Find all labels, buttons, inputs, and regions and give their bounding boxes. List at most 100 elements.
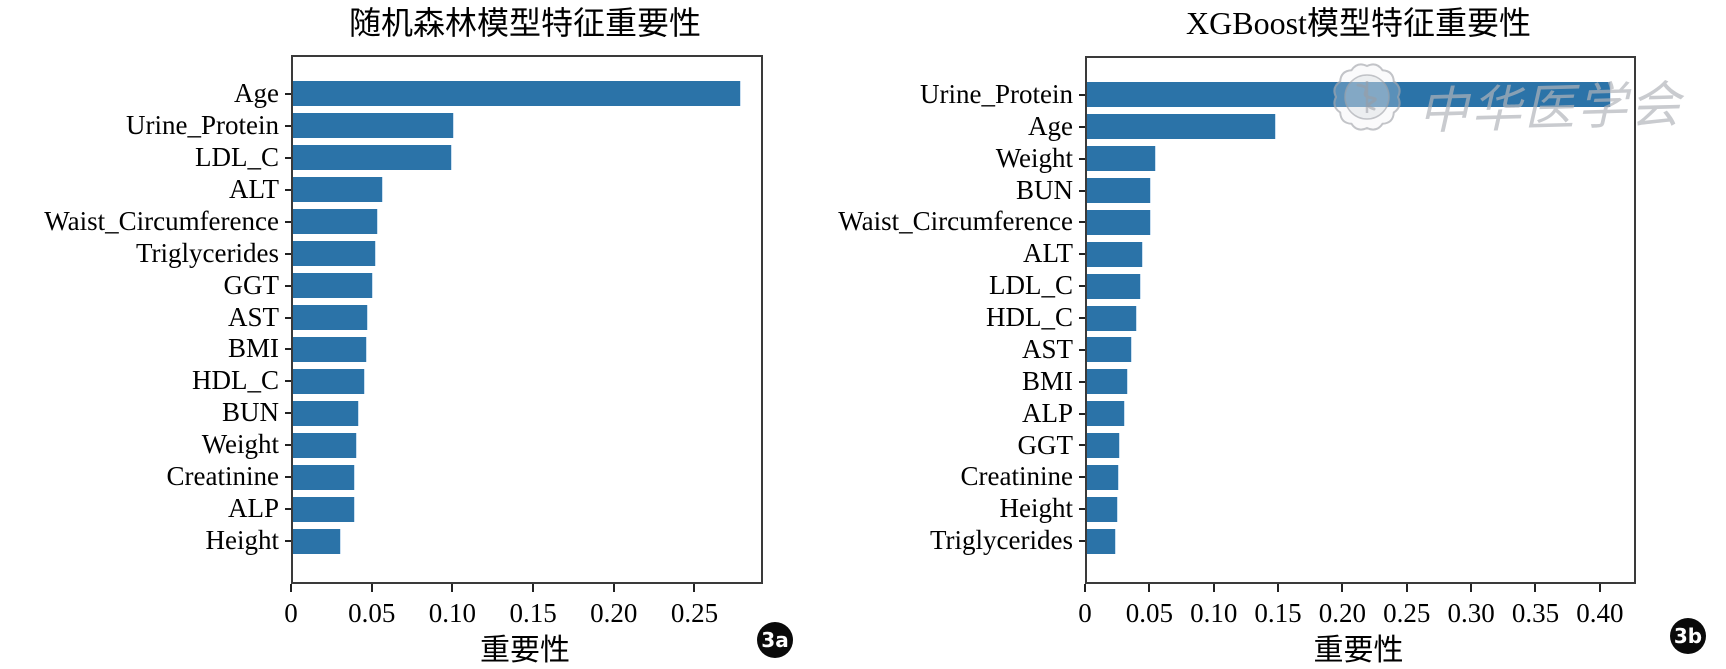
y-label-ggt: GGT [223, 269, 280, 300]
y-tick [1079, 157, 1085, 160]
y-tick [285, 156, 291, 159]
bar-ggt [1087, 432, 1120, 458]
y-label-weight: Weight [995, 142, 1073, 173]
chart-title: XGBoost模型特征重要性 [1186, 5, 1531, 41]
bar-waist_circumference [293, 209, 378, 235]
x-tick-label: 0.20 [1318, 598, 1367, 628]
bar-ldl_c [293, 145, 452, 171]
x-tick-label: 0.15 [509, 598, 557, 628]
bar-weight [293, 432, 357, 458]
x-tick [612, 584, 615, 592]
bar-alp [293, 496, 355, 522]
bar-height [293, 528, 341, 554]
y-label-bmi: BMI [227, 333, 279, 364]
y-tick [1079, 540, 1085, 543]
x-tick [1341, 584, 1344, 592]
y-tick [285, 412, 291, 415]
x-tick [1277, 584, 1280, 592]
y-label-age: Age [234, 78, 279, 108]
y-label-urine_protein: Urine_Protein [920, 79, 1073, 109]
bar-hdl_c [1087, 305, 1137, 331]
y-label-waist_circumference: Waist_Circumference [44, 205, 279, 236]
y-tick [1079, 221, 1085, 224]
y-tick [1079, 125, 1085, 128]
y-tick [285, 380, 291, 383]
y-label-bun: BUN [221, 397, 279, 428]
y-tick [285, 284, 291, 287]
x-tick-label: 0.40 [1576, 598, 1624, 628]
x-tick-label: 0.10 [1190, 598, 1238, 628]
bar-waist_circumference [1087, 209, 1151, 235]
x-tick [290, 584, 292, 592]
plot-area [291, 55, 763, 584]
y-tick [285, 316, 291, 319]
y-label-ldl_c: LDL_C [195, 141, 279, 172]
y-tick [285, 476, 291, 479]
y-label-creatinine: Creatinine [960, 461, 1073, 492]
y-label-age: Age [1028, 110, 1073, 141]
x-tick-label: 0.35 [1511, 598, 1560, 628]
y-tick [1079, 412, 1085, 415]
y-tick [285, 508, 291, 511]
bar-alp [1087, 401, 1125, 427]
y-label-triglycerides: Triglycerides [136, 237, 279, 268]
x-tick-label: 0.20 [590, 598, 638, 628]
y-tick [285, 188, 291, 191]
x-axis-title: 重要性 [480, 634, 570, 667]
x-tick-label: 0.05 [1125, 598, 1173, 628]
bar-age [1087, 114, 1276, 140]
bar-triglycerides [293, 241, 376, 267]
bar-bun [293, 400, 359, 426]
x-tick-label: 0.10 [428, 598, 476, 628]
x-tick-label: 0 [284, 598, 298, 628]
y-label-waist_circumference: Waist_Circumference [838, 206, 1073, 237]
y-tick [285, 252, 291, 255]
bar-ggt [293, 273, 373, 299]
y-label-height: Height [205, 525, 280, 556]
y-label-alp: ALP [227, 493, 279, 524]
x-tick [532, 584, 535, 592]
y-label-creatinine: Creatinine [166, 461, 279, 492]
y-tick [1079, 317, 1085, 319]
bar-creatinine [1087, 464, 1119, 490]
x-tick [693, 584, 696, 592]
y-tick [1079, 508, 1085, 511]
y-tick [285, 444, 291, 447]
bar-alt [1087, 241, 1143, 267]
y-label-weight: Weight [201, 429, 279, 460]
x-tick [451, 584, 454, 592]
y-label-bmi: BMI [1021, 365, 1073, 396]
y-tick [1079, 444, 1085, 447]
x-tick [370, 584, 373, 592]
bar-ast [1087, 337, 1132, 363]
bar-triglycerides [1087, 528, 1116, 554]
y-label-hdl_c: HDL_C [986, 302, 1073, 333]
chart-title: 随机森林模型特征重要性 [348, 5, 701, 41]
y-label-alp: ALP [1021, 397, 1073, 428]
bar-urine_protein [1087, 82, 1611, 108]
bar-weight [1087, 146, 1156, 172]
x-tick [1470, 584, 1473, 592]
bar-urine_protein [293, 113, 454, 139]
y-tick [285, 124, 291, 127]
y-tick [1079, 189, 1085, 192]
y-label-ast: AST [227, 301, 279, 332]
x-tick-label: 0 [1078, 598, 1092, 628]
y-tick [1079, 93, 1085, 96]
bar-bun [1087, 178, 1151, 204]
y-label-triglycerides: Triglycerides [930, 525, 1073, 556]
bar-height [1087, 496, 1118, 522]
y-label-height: Height [999, 493, 1074, 524]
bar-age [293, 81, 741, 107]
y-tick [1079, 253, 1085, 256]
x-tick-label: 0.05 [348, 598, 396, 628]
y-label-bun: BUN [1015, 174, 1073, 205]
y-tick [1079, 285, 1085, 288]
y-tick [285, 540, 291, 543]
x-tick [1148, 584, 1151, 592]
bar-hdl_c [293, 368, 365, 394]
bar-creatinine [293, 464, 355, 490]
